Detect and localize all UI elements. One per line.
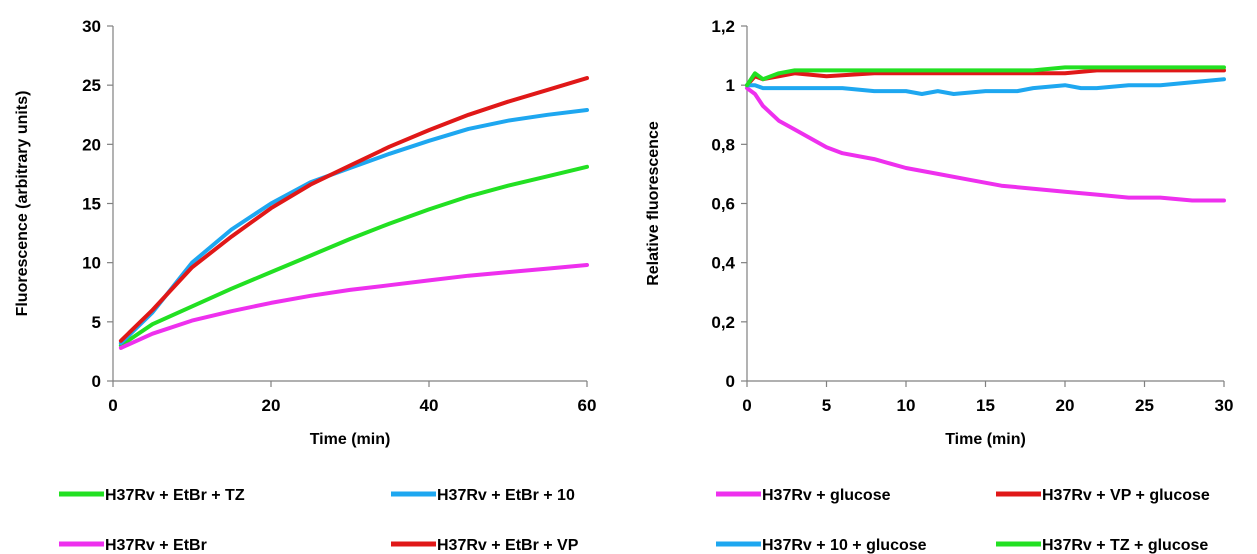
legend-label: H37Rv + VP + glucose [1042, 487, 1210, 504]
y-tick-label: 30 [82, 17, 101, 36]
legend-item: H37Rv + TZ + glucose [996, 537, 1208, 554]
legend-label: H37Rv + EtBr + 10 [437, 487, 575, 504]
x-tick-label: 0 [108, 396, 117, 415]
legend-left: H37Rv + EtBr + TZ H37Rv + EtBr + 10 H37Rv … [59, 487, 579, 554]
legend-item: H37Rv + EtBr + 10 [391, 487, 575, 504]
legend-label: H37Rv + TZ + glucose [1042, 537, 1208, 554]
y-tick-label: 0 [726, 372, 735, 391]
series-line [118, 263, 589, 350]
series-line [745, 68, 1226, 88]
x-tick-label: 0 [742, 396, 751, 415]
legend-label: H37Rv + 10 + glucose [762, 537, 927, 554]
chart-relative-fluorescence: 0 0,2 0,4 0,6 0,8 1 1,2 0 5 10 15 20 25 30 Time (min) R… [645, 17, 1233, 448]
legend-item: H37Rv + EtBr [59, 537, 207, 554]
x-tick-label: 20 [262, 396, 281, 415]
legend-item: H37Rv + VP + glucose [996, 487, 1210, 504]
y-axis-title: Relative fluorescence [645, 121, 662, 286]
x-tick-label: 20 [1056, 396, 1075, 415]
series-line [118, 76, 589, 343]
x-tick-label: 30 [1215, 396, 1234, 415]
series-line [745, 86, 1226, 203]
legend-item: H37Rv + EtBr + VP [391, 537, 579, 554]
y-tick-label: 0,2 [711, 313, 735, 332]
y-axis-title: Fluorescence (arbitrary units) [14, 91, 31, 317]
y-tick-label: 15 [82, 195, 101, 214]
legend-label: H37Rv + glucose [762, 487, 891, 504]
legend-item: H37Rv + EtBr + TZ [59, 487, 245, 504]
legend-label: H37Rv + EtBr [105, 537, 207, 554]
y-tick-label: 0,4 [711, 254, 735, 273]
x-axis-title: Time (min) [945, 431, 1026, 448]
y-tick-label: 1 [726, 76, 735, 95]
x-tick-label: 15 [976, 396, 995, 415]
legend-label: H37Rv + EtBr + VP [437, 537, 579, 554]
series-line [118, 164, 589, 348]
y-tick-label: 20 [82, 135, 101, 154]
y-tick-label: 10 [82, 254, 101, 273]
x-tick-label: 10 [897, 396, 916, 415]
chart-fluorescence: 0 5 10 15 20 25 30 0 20 40 60 Time (min) Fluorescenc… [14, 17, 596, 448]
series-line [745, 65, 1226, 88]
legend-item: H37Rv + glucose [716, 487, 891, 504]
series-line [745, 77, 1226, 96]
y-tick-label: 5 [92, 313, 101, 332]
y-tick-label: 1,2 [711, 17, 735, 36]
y-tick-label: 0 [92, 372, 101, 391]
series-line [118, 108, 589, 346]
y-tick-label: 0,8 [711, 135, 735, 154]
legend-right: H37Rv + glucose H37Rv + VP + glucose H37Rv… [716, 487, 1210, 554]
x-tick-label: 25 [1135, 396, 1154, 415]
legend-label: H37Rv + EtBr + TZ [105, 487, 245, 504]
x-tick-label: 40 [420, 396, 439, 415]
x-tick-label: 60 [578, 396, 597, 415]
x-tick-label: 5 [822, 396, 831, 415]
y-tick-label: 0,6 [711, 195, 735, 214]
x-axis-title: Time (min) [310, 431, 391, 448]
legend-item: H37Rv + 10 + glucose [716, 537, 927, 554]
y-tick-label: 25 [82, 76, 101, 95]
